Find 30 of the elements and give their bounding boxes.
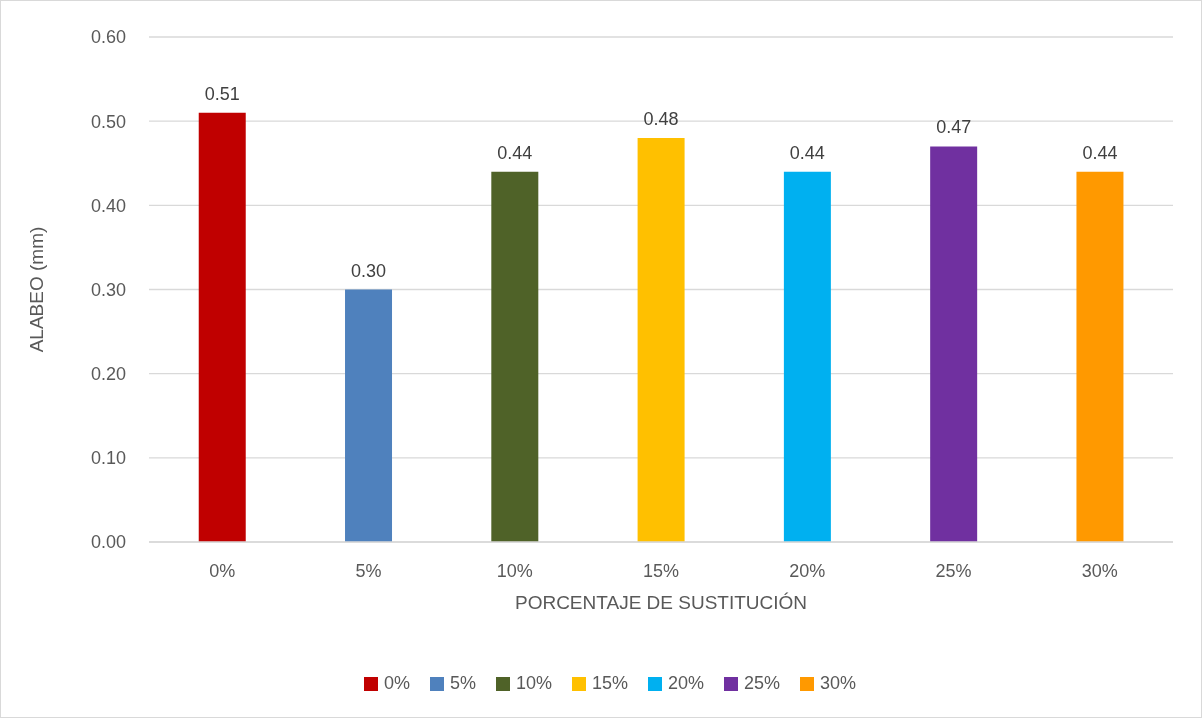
x-tick-label: 10% (496, 560, 533, 581)
y-tick-label: 0.10 (90, 448, 126, 469)
y-tick-label: 0.30 (90, 279, 126, 300)
data-label: 0.44 (789, 142, 825, 163)
legend-label: 20% (668, 673, 705, 693)
y-tick-label: 0.00 (90, 532, 126, 553)
legend-label: 0% (383, 673, 410, 693)
legend-label: 10% (515, 673, 552, 693)
legend-label: 15% (591, 673, 628, 693)
y-tick-label: 0.50 (90, 111, 126, 132)
data-label: 0.47 (936, 117, 972, 138)
x-tick-label: 20% (789, 560, 826, 581)
data-label: 0.51 (204, 83, 240, 104)
legend-label: 30% (820, 673, 857, 693)
y-tick-label: 0.40 (90, 195, 126, 216)
x-tick-label: 15% (642, 560, 680, 581)
x-tick-label: 0% (209, 560, 236, 581)
y-tick-label: 0.20 (90, 364, 126, 385)
data-label: 0.44 (497, 142, 533, 163)
legend-label: 5% (449, 673, 476, 693)
x-tick-label: 30% (1081, 560, 1118, 581)
x-axis-title: PORCENTAJE DE SUSTITUCIÓN (514, 592, 808, 613)
y-axis-title: ALABEO (mm) (25, 226, 47, 353)
legend-label: 25% (744, 673, 781, 693)
data-label: 0.30 (351, 260, 387, 281)
x-tick-label: 25% (935, 560, 972, 581)
y-tick-label: 0.60 (90, 27, 126, 48)
x-tick-label: 5% (355, 560, 382, 581)
data-label: 0.44 (1082, 142, 1118, 163)
data-label: 0.48 (643, 109, 679, 129)
